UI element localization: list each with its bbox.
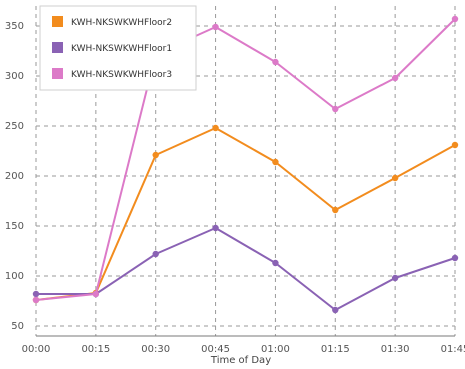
- data-point: [272, 158, 279, 166]
- legend-swatch: [52, 42, 63, 53]
- data-point: [212, 23, 219, 31]
- y-tick-label: 100: [5, 271, 24, 282]
- legend-box: [39, 5, 197, 91]
- y-tick-label: 150: [5, 221, 24, 232]
- data-point: [451, 15, 459, 23]
- data-point: [391, 74, 399, 82]
- data-point: [212, 224, 219, 232]
- data-point: [451, 254, 459, 262]
- legend-swatch: [52, 68, 63, 79]
- x-tick-label: 00:30: [141, 344, 170, 355]
- legend-label: KWH-NKSWKWHFloor1: [71, 44, 172, 54]
- data-point: [332, 206, 339, 214]
- data-point: [212, 124, 219, 132]
- legend-swatch: [52, 16, 63, 27]
- data-point: [332, 105, 339, 113]
- axes: 50 100 150 200 250 300 350 00:00 00:15 00:30 00:45…: [5, 21, 465, 355]
- data-point: [332, 306, 339, 314]
- data-point: [391, 174, 399, 182]
- y-tick-label: 250: [5, 121, 24, 132]
- legend: KWH-NKSWKWHFloor2 KWH-NKSWKWHFloor1 KWH-NK…: [39, 5, 197, 91]
- legend-label: KWH-NKSWKWHFloor3: [71, 70, 172, 80]
- x-tick-label: 01:30: [381, 344, 410, 355]
- x-tick-label: 00:00: [22, 344, 51, 355]
- legend-label: KWH-NKSWKWHFloor2: [71, 18, 172, 28]
- y-tick-label: 200: [5, 171, 24, 182]
- x-axis-title: Time of Day: [210, 355, 271, 366]
- data-point: [92, 290, 100, 298]
- series-layer: [32, 15, 459, 314]
- x-tick-label: 01:15: [321, 344, 350, 355]
- data-point: [152, 250, 159, 258]
- y-tick-label: 50: [11, 321, 24, 332]
- data-point: [272, 58, 279, 66]
- y-tick-label: 300: [5, 71, 24, 82]
- data-point: [272, 259, 279, 267]
- series-line: [35, 127, 456, 301]
- x-tick-label: 01:00: [261, 344, 290, 355]
- series-line: [36, 227, 456, 311]
- x-tick-label: 00:45: [201, 344, 230, 355]
- x-tick-label: 01:45: [441, 344, 465, 355]
- data-point: [32, 296, 40, 304]
- data-point: [152, 151, 159, 159]
- data-point: [451, 141, 459, 149]
- data-point: [32, 290, 40, 298]
- data-point: [391, 274, 399, 282]
- series-line: [35, 18, 456, 301]
- x-tick-label: 00:15: [81, 344, 110, 355]
- y-tick-label: 350: [5, 21, 24, 32]
